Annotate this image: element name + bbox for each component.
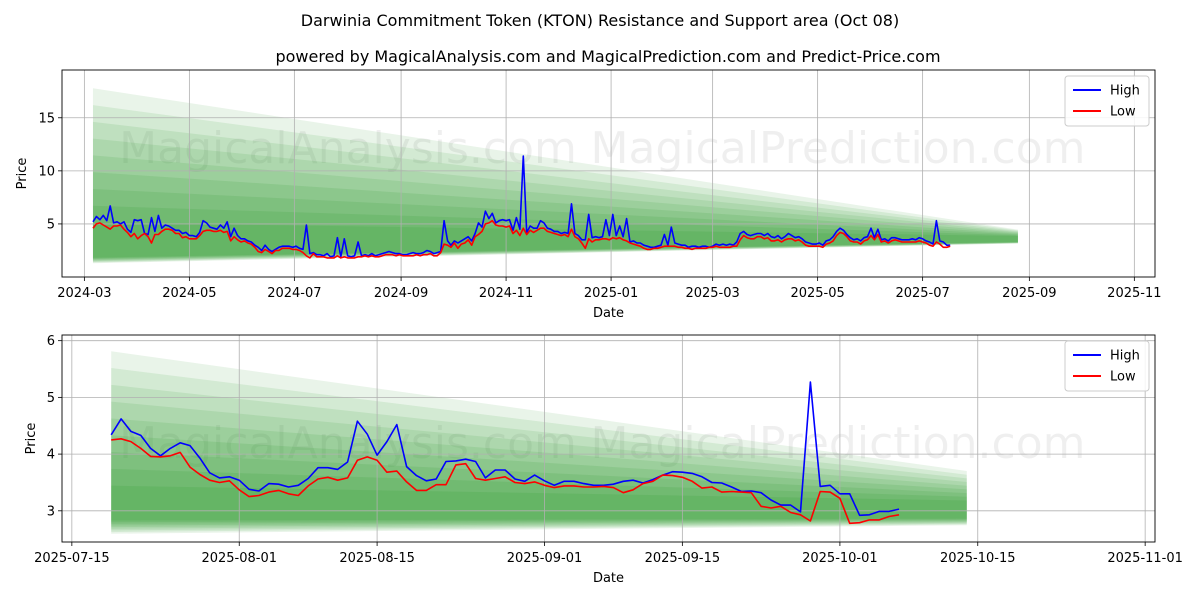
x-tick-label: 2025-09-01 bbox=[507, 551, 583, 566]
x-tick-label: 2025-07 bbox=[895, 286, 949, 301]
legend-low-label: Low bbox=[1110, 370, 1136, 385]
y-tick-label: 15 bbox=[38, 111, 55, 126]
legend-high-label: High bbox=[1110, 349, 1140, 364]
x-tick-label: 2024-07 bbox=[267, 286, 321, 301]
band-layer bbox=[111, 485, 967, 521]
y-axis-label: Price bbox=[24, 423, 39, 455]
x-tick-label: 2025-11-01 bbox=[1107, 551, 1183, 566]
x-tick-label: 2024-11 bbox=[479, 286, 533, 301]
x-tick-label: 2024-05 bbox=[162, 286, 216, 301]
legend-box bbox=[1064, 340, 1150, 392]
bottom-price-chart: 2025-07-15 2025-08-01 2025-08-15 2025-09-01… bbox=[24, 334, 1183, 586]
x-tick-label: 2025-05 bbox=[790, 286, 844, 301]
x-tick-label: 2024-09 bbox=[374, 286, 428, 301]
high-series-line bbox=[110, 381, 900, 517]
band-layer bbox=[111, 435, 967, 526]
low-series-line bbox=[111, 438, 900, 525]
y-tick-label: 4 bbox=[47, 448, 55, 463]
legend-box bbox=[1064, 75, 1150, 127]
x-tick-label: 2025-11 bbox=[1107, 286, 1161, 301]
watermark-top-right: MagicalPrediction.com bbox=[591, 123, 1086, 174]
plot-frame bbox=[61, 69, 1156, 278]
band-layer bbox=[111, 351, 967, 534]
legend-low-label: Low bbox=[1110, 105, 1136, 120]
chart-subtitle: powered by MagicalAnalysis.com and Magic… bbox=[275, 47, 940, 66]
x-tick-label: 2025-01 bbox=[584, 286, 638, 301]
band-layer bbox=[111, 401, 967, 529]
high-series-line bbox=[92, 155, 951, 258]
chart-title: Darwinia Commitment Token (KTON) Resista… bbox=[301, 11, 899, 30]
x-tick-label: 2025-10-01 bbox=[802, 551, 878, 566]
band-layer bbox=[92, 138, 1018, 262]
low-series-line bbox=[92, 219, 951, 259]
x-tick-label: 2025-09-15 bbox=[645, 551, 721, 566]
band-layer bbox=[92, 105, 1018, 263]
y-tick-label: 5 bbox=[47, 217, 55, 232]
x-tick-label: 2025-08-01 bbox=[201, 551, 277, 566]
band-layer bbox=[111, 452, 967, 524]
y-tick-label: 6 bbox=[47, 334, 55, 349]
y-tick-label: 10 bbox=[38, 164, 55, 179]
band-layer bbox=[92, 88, 1018, 264]
x-tick-label: 2025-03 bbox=[685, 286, 739, 301]
legend: High Low bbox=[1064, 75, 1150, 127]
band-layer bbox=[92, 121, 1018, 262]
band-layer bbox=[111, 468, 967, 523]
band-layer bbox=[92, 222, 1018, 258]
x-tick-label: 2025-09 bbox=[1002, 286, 1056, 301]
watermark-top-left: MagicalAnalysis.com bbox=[119, 123, 577, 174]
x-tick-label: 2025-07-15 bbox=[34, 551, 110, 566]
x-axis-label: Date bbox=[593, 571, 624, 586]
x-tick-label: 2024-03 bbox=[57, 286, 111, 301]
y-axis-label: Price bbox=[15, 158, 30, 190]
x-axis-label: Date bbox=[593, 306, 624, 321]
y-tick-label: 3 bbox=[47, 504, 55, 519]
watermark-bottom-right: MagicalPrediction.com bbox=[591, 418, 1086, 469]
legend: High Low bbox=[1064, 340, 1150, 392]
y-tick-label: 5 bbox=[47, 391, 55, 406]
legend-high-label: High bbox=[1110, 84, 1140, 99]
band-layer bbox=[92, 172, 1018, 260]
x-tick-label: 2025-08-15 bbox=[339, 551, 415, 566]
top-price-chart: 2024-03 2024-05 2024-07 2024-09 2024-11 2025-… bbox=[15, 69, 1162, 321]
band-layer bbox=[111, 418, 967, 528]
plot-frame bbox=[61, 334, 1156, 543]
x-tick-label: 2025-10-15 bbox=[940, 551, 1016, 566]
